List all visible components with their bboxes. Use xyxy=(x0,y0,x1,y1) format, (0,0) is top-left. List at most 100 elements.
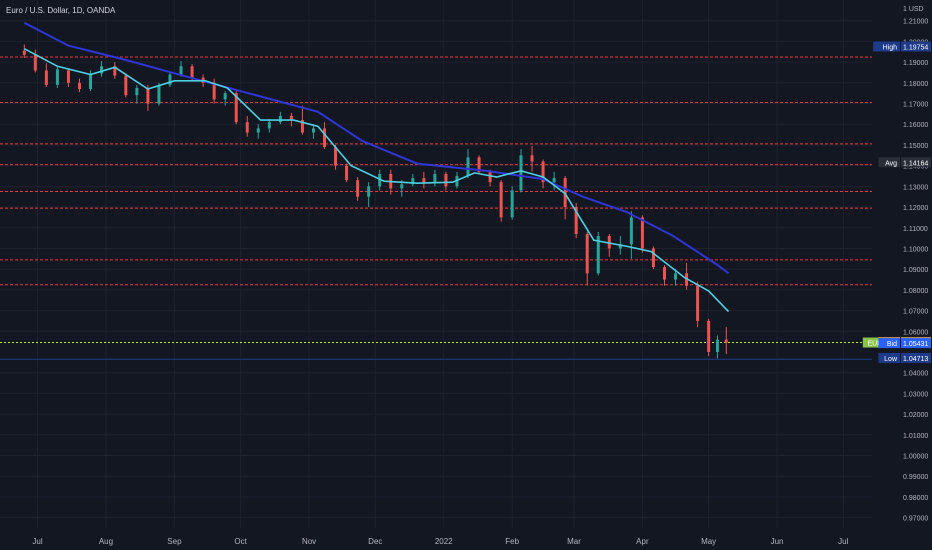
y-tick-label: 1.21000 xyxy=(903,19,928,26)
candle-body xyxy=(157,84,161,104)
y-tick-label: 1.07000 xyxy=(903,309,928,316)
candle-body xyxy=(499,182,503,218)
price-label-name: Bid xyxy=(887,341,897,348)
candle-body xyxy=(411,178,415,185)
y-tick-label: 1.10000 xyxy=(903,246,928,253)
x-tick-label: May xyxy=(701,537,716,546)
y-tick-label: 0.99000 xyxy=(903,474,928,481)
candle-body xyxy=(146,88,150,104)
price-label-value: 1.19754 xyxy=(903,45,928,52)
x-tick-label: Mar xyxy=(567,537,581,546)
candle-body xyxy=(607,236,611,249)
x-tick-label: 2022 xyxy=(435,537,453,546)
candle-body xyxy=(574,207,578,234)
y-tick-label: 1.11000 xyxy=(903,226,928,233)
candle-body xyxy=(378,173,382,187)
candle-body xyxy=(212,82,216,100)
candle-body xyxy=(234,93,238,123)
x-tick-label: Oct xyxy=(234,537,247,546)
candle-body xyxy=(323,128,327,148)
price-label-name-bg xyxy=(878,157,900,168)
y-tick-label: 1.09000 xyxy=(903,267,928,274)
price-label-value-bg xyxy=(901,338,931,349)
currency-label: 1 USD xyxy=(903,6,924,13)
candle-body xyxy=(510,190,514,218)
symbol-title: Euro / U.S. Dollar, 1D, OANDA xyxy=(6,6,116,15)
candle-body xyxy=(179,66,183,75)
candle-body xyxy=(168,74,172,85)
candle-body xyxy=(367,186,371,197)
candle-body xyxy=(223,93,227,100)
price-label-value-bg xyxy=(901,41,931,52)
candle-body xyxy=(345,165,349,181)
price-label-name: Low xyxy=(884,356,898,363)
y-tick-label: 1.03000 xyxy=(903,391,928,398)
candle-body xyxy=(696,285,700,321)
y-tick-label: 1.12000 xyxy=(903,205,928,212)
candle-body xyxy=(585,233,589,274)
candle-body xyxy=(77,82,81,90)
y-tick-label: 1.04000 xyxy=(903,371,928,378)
price-label-name-bg xyxy=(878,338,900,349)
candle-body xyxy=(334,147,338,166)
x-tick-label: Jun xyxy=(771,537,784,546)
candle-body xyxy=(596,236,600,274)
candle-body xyxy=(311,128,315,133)
candle-body xyxy=(422,178,426,184)
sma-fast-line xyxy=(23,47,730,313)
x-tick-label: Aug xyxy=(99,537,113,546)
candle-body xyxy=(674,273,678,280)
candle-body xyxy=(541,161,545,183)
candle-body xyxy=(124,75,128,96)
y-tick-label: 1.17000 xyxy=(903,102,928,109)
candle-body xyxy=(640,217,644,249)
candle-body xyxy=(89,73,93,90)
y-tick-label: 1.13000 xyxy=(903,184,928,191)
candle-body xyxy=(433,173,437,184)
candle-body xyxy=(707,320,711,352)
x-tick-label: Apr xyxy=(636,537,649,546)
candle-body xyxy=(563,178,567,208)
candle-body xyxy=(135,88,139,96)
candle-body xyxy=(444,173,448,187)
candle-body xyxy=(22,50,26,55)
candle-body xyxy=(100,66,104,74)
candle-body xyxy=(530,155,534,162)
y-tick-label: 1.16000 xyxy=(903,122,928,129)
candle-body xyxy=(256,128,260,133)
y-tick-label: 1.18000 xyxy=(903,81,928,88)
candle-body xyxy=(267,122,271,129)
price-label-value-bg xyxy=(901,157,931,168)
price-label-name: High xyxy=(883,45,898,52)
candle-body xyxy=(724,339,728,343)
x-tick-label: Sep xyxy=(167,537,182,546)
candle-body xyxy=(356,180,360,197)
x-tick-label: Jul xyxy=(32,537,42,546)
candle-body xyxy=(278,115,282,123)
price-label-value: 1.04713 xyxy=(903,356,928,363)
candle-body xyxy=(629,217,633,245)
candle-body xyxy=(66,70,70,83)
candle-body xyxy=(466,157,470,176)
y-tick-label: 1.08000 xyxy=(903,288,928,295)
sma-slow-line xyxy=(23,21,730,275)
candle-body xyxy=(715,339,719,352)
x-tick-label: Jul xyxy=(838,537,848,546)
y-tick-label: 1.00000 xyxy=(903,454,928,461)
price-label-name-bg xyxy=(878,352,900,363)
y-tick-label: 0.97000 xyxy=(903,516,928,523)
price-label-value: 1.14164 xyxy=(903,160,928,167)
candle-body xyxy=(477,157,481,172)
y-tick-label: 1.06000 xyxy=(903,329,928,336)
candle-body xyxy=(651,248,655,268)
price-label-value-bg xyxy=(901,352,931,363)
candle-body xyxy=(113,66,117,76)
candle-body xyxy=(190,66,194,78)
candle-body xyxy=(55,69,59,85)
candle-body xyxy=(662,267,666,280)
candle-body xyxy=(618,244,622,249)
x-tick-label: Dec xyxy=(368,537,382,546)
candle-body xyxy=(289,115,293,121)
candle-body xyxy=(300,120,304,133)
